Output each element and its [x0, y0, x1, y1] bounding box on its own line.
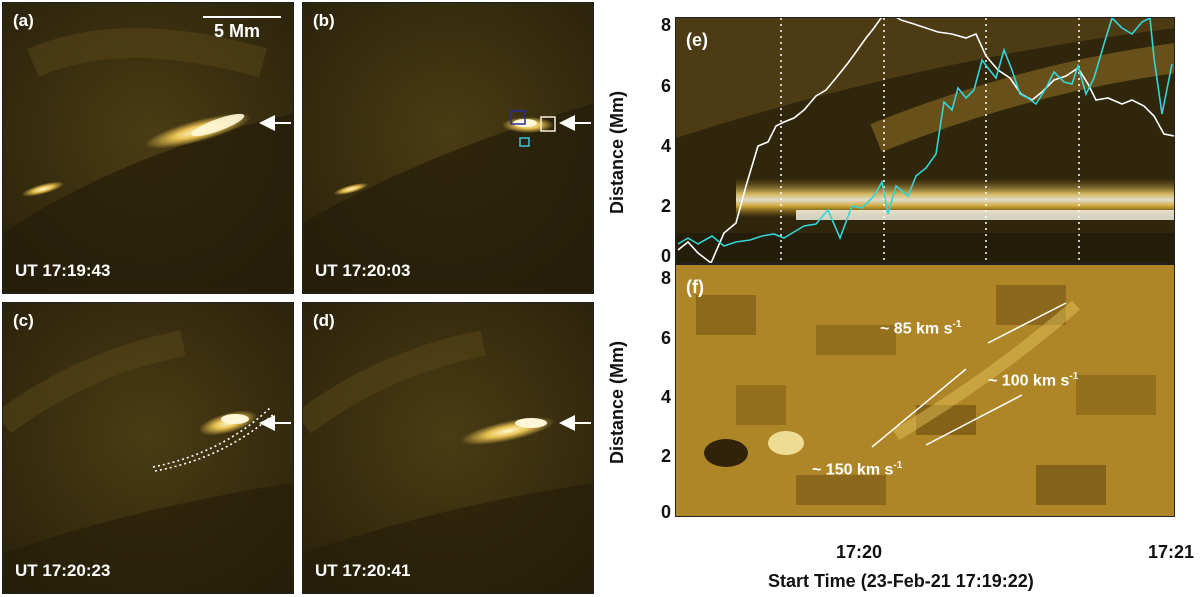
panel-b: (b) UT 17:20:03: [302, 2, 594, 294]
panel-e-label: (e): [686, 30, 708, 50]
panel-f-ytick: 6: [660, 328, 671, 348]
panel-d-time: UT 17:20:41: [315, 561, 411, 580]
panel-b-label: (b): [313, 11, 335, 30]
panel-f-ytick: 4: [660, 387, 671, 407]
panel-f-xtick: 17:20: [836, 542, 883, 562]
panel-e-ytick: 8: [660, 15, 671, 35]
panel-b-image: [303, 3, 593, 293]
panel-f-ytick: 0: [660, 502, 671, 522]
scale-bar: [203, 16, 281, 18]
panel-d-label: (d): [313, 311, 335, 330]
panel-f-xlabel: Start Time (23-Feb-21 17:19:22): [768, 571, 1034, 591]
panel-e-ytick: 4: [660, 136, 671, 156]
panel-e-image: [676, 18, 1174, 263]
arrow-icon: [259, 415, 291, 431]
panel-f-ytick: 8: [660, 268, 671, 288]
panel-a-label: (a): [13, 11, 34, 30]
speed-line-150: [871, 368, 967, 448]
panel-e-ytick: 2: [660, 196, 671, 216]
panel-a: (a) 5 Mm UT 17:19:43: [2, 2, 294, 294]
arrow-icon: [559, 115, 591, 131]
panel-c: (c) UT 17:20:23: [2, 302, 294, 594]
speed-label-100: ~ 100 km s-1: [988, 371, 1079, 390]
panel-f-ylabel: Distance (Mm): [607, 340, 627, 464]
cyan-curve: [677, 18, 1173, 247]
panel-c-time: UT 17:20:23: [15, 561, 111, 580]
panel-f-label: (f): [686, 277, 704, 297]
panel-f-image: [676, 265, 1174, 516]
speed-line-85: [987, 302, 1067, 344]
panel-e-ylabel: Distance (Mm): [607, 90, 627, 214]
panel-a-time: UT 17:19:43: [15, 261, 111, 280]
arrow-icon: [559, 415, 591, 431]
blue-box: [510, 110, 526, 125]
speed-label-150: ~ 150 km s-1: [812, 460, 903, 479]
panel-d: (d) UT 17:20:41: [302, 302, 594, 594]
speed-label-85: ~ 85 km s-1: [880, 319, 962, 338]
panel-d-image: [303, 303, 593, 593]
arrow-icon: [259, 115, 291, 131]
panel-e-ytick: 6: [660, 76, 671, 96]
panel-f-ytick: 2: [660, 446, 671, 466]
scale-bar-label: 5 Mm: [214, 21, 261, 41]
panel-e-ytick: 0: [660, 246, 671, 266]
cyan-box: [519, 137, 530, 147]
white-box: [540, 116, 556, 132]
panel-c-label: (c): [13, 311, 34, 330]
panel-c-image: [3, 303, 293, 593]
white-curve: [677, 18, 1174, 263]
panel-f-xtick: 17:21: [1148, 542, 1195, 562]
panel-a-image: [3, 3, 293, 293]
panel-b-time: UT 17:20:03: [315, 261, 411, 280]
speed-line-100: [925, 394, 1023, 446]
panel-f: (f) ~ 85 km s-1 ~ 100 km s-1 ~ 150 km s-…: [675, 264, 1175, 517]
panel-e: (e): [675, 17, 1175, 264]
